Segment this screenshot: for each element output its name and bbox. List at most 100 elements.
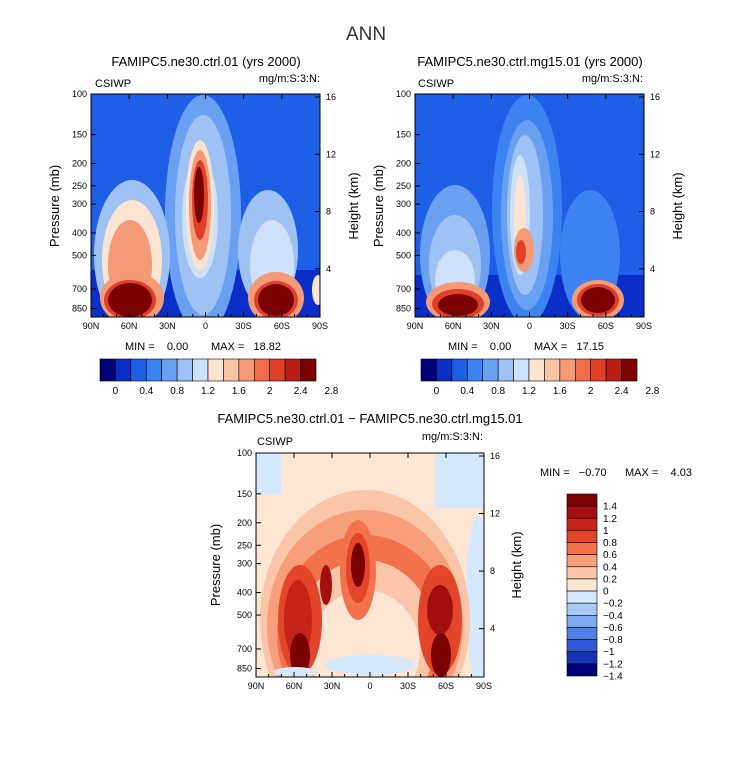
panel-1-min: MIN = 0.00: [125, 341, 188, 353]
panel-1-title: FAMIPC5.ne30.ctrl.01 (yrs 2000): [111, 54, 300, 69]
panel-2-colorbar-swatch: [590, 358, 607, 382]
panel-2-colorbar-swatch: [544, 358, 561, 382]
panel-2-title: FAMIPC5.ne30.ctrl.mg15.01 (yrs 2000): [417, 54, 642, 69]
panel-3-colorbar-swatch: [566, 663, 598, 677]
panel-1-colorbar-label: 2: [267, 386, 273, 397]
panel-2-ytick-label: 850: [396, 304, 411, 314]
panel-3-lower-blue-2: [273, 667, 317, 677]
panel-3-left-label: CSIWP: [257, 436, 293, 448]
panel-3-colorbar-label: −0.8: [603, 635, 623, 646]
panel-2-colorbar-swatch: [559, 358, 576, 382]
panel-1-right-label: mg/m:S:3:N:: [259, 73, 320, 85]
panel-1-colorbar-swatch: [253, 358, 271, 382]
panel-3-colorbar-swatch: [566, 590, 598, 604]
panel-1-colorbar-swatch: [207, 358, 224, 382]
panel-3-ytick-label: 700: [237, 644, 252, 654]
panel-3-arch-5: [310, 590, 420, 677]
panel-2-colorbar-label: 2.4: [615, 386, 629, 397]
panel-2-ytick-label: 300: [396, 199, 411, 209]
panel-2-y2tick-label: 12: [650, 149, 660, 159]
panel-3-colorbar-label: 0: [603, 587, 609, 598]
panel-1-y2tick-label: 4: [326, 264, 331, 274]
panel-2-colorbar-swatch: [513, 358, 530, 382]
panel-3-colorbar-swatch: [566, 602, 598, 616]
panel-3-ytick-label: 200: [237, 518, 252, 528]
panel-3-sh-side-blue: [466, 515, 484, 677]
panel-3-colorbar-label: 0.2: [603, 574, 617, 585]
panel-2-xtick-label: 90S: [636, 321, 652, 331]
panel-1-colorbar-swatch: [99, 358, 116, 382]
panel-2-y2tick-label: 8: [650, 207, 655, 217]
panel-3-y2tick-label: 4: [490, 624, 495, 634]
panel-2-ytick-label: 150: [396, 130, 411, 140]
panel-3-colorbar-swatch: [566, 530, 598, 543]
panel-1-ytick-label: 300: [72, 199, 87, 209]
panel-3-title: FAMIPC5.ne30.ctrl.01 − FAMIPC5.ne30.ctrl…: [217, 411, 522, 426]
panel-2-xtick-label: 0: [527, 321, 532, 331]
panel-3-right-label: mg/m:S:3:N:: [422, 431, 483, 443]
panel-3-lower-blue-1: [325, 655, 415, 675]
panel-1-south-pole-rim: [312, 275, 320, 305]
panel-2-y2tick-label: 16: [650, 92, 660, 102]
panel-3-xtick-label: 0: [367, 681, 372, 691]
panel-2-max: MAX = 17.15: [534, 341, 604, 353]
panel-3-center-3: [351, 543, 365, 587]
panel-2-xtick-label: 30S: [560, 321, 576, 331]
panel-1-nh-blob-3: [108, 283, 152, 317]
panel-3-colorbar-label: 0.8: [603, 538, 617, 549]
panel-3-ytick-label: 250: [237, 540, 252, 550]
panel-2-ylabel: Pressure (mb): [371, 165, 386, 247]
panel-1-colorbar-swatch: [300, 358, 317, 382]
panel-2-colorbar-label: 0: [434, 386, 440, 397]
panel-2-lower-core-2: [516, 240, 526, 264]
panel-2-y2label: Height (km): [670, 172, 685, 239]
panel-1-colorbar-label: 1.6: [232, 386, 246, 397]
panel-1-y2label: Height (km): [346, 172, 361, 239]
panel-1-y2tick-label: 12: [326, 149, 336, 159]
panel-3-xtick-label: 60N: [286, 681, 303, 691]
panel-2-ytick-label: 700: [396, 284, 411, 294]
panel-1-ytick-label: 500: [72, 250, 87, 260]
panel-3-colorbar-swatch: [566, 566, 598, 580]
panel-3-field: [256, 453, 484, 677]
panel-2-sh-blob-3: [581, 287, 615, 313]
panel-3-ytick-label: 300: [237, 559, 252, 569]
panel-1-colorbar-label: 2.8: [324, 386, 338, 397]
panel-1-colorbar-swatch: [176, 358, 193, 382]
panel-3-sh-top-blue: [435, 453, 484, 508]
panel-2-ytick-label: 500: [396, 250, 411, 260]
panel-2-colorbar-swatch: [574, 358, 592, 382]
panel-3-y2tick-label: 16: [490, 451, 500, 461]
panel-1-xtick-label: 30N: [159, 321, 176, 331]
panel-2-ytick-label: 400: [396, 228, 411, 238]
panel-3-colorbar-label: 0.6: [603, 550, 617, 561]
panel-3-colorbar-label: 0.4: [603, 562, 617, 573]
panel-1-ytick-label: 850: [72, 304, 87, 314]
panel-3-colorbar-swatch: [566, 554, 598, 568]
panel-1-colorbar-label: 0.4: [139, 386, 153, 397]
panel-3-nh-3: [290, 633, 310, 677]
panel-2-nh-blob-3: [438, 294, 478, 316]
panel-1-colorbar: 0 0.4 0.8 1.2 1.6 2 2.4 2.8: [99, 358, 339, 397]
panel-3-ylabel: Pressure (mb): [208, 524, 223, 606]
panel-2-colorbar-label: 0.8: [491, 386, 505, 397]
panel-3-colorbar: 1.41.210.80.60.40.20−0.2−0.4−0.6−0.8−1−1…: [566, 493, 623, 683]
panel-2-colorbar-swatch: [621, 358, 638, 382]
panel-3-y2tick-label: 8: [490, 566, 495, 576]
panel-1-colorbar-swatch: [145, 358, 163, 382]
panel-2-y2tick-label: 4: [650, 264, 655, 274]
panel-3-ytick-label: 850: [237, 663, 252, 673]
panel-3-xtick-label: 90N: [248, 681, 265, 691]
panel-1-colorbar-swatch: [192, 358, 209, 382]
panel-3-max: MAX = 4.03: [625, 467, 692, 479]
panel-2-xtick-label: 60S: [598, 321, 614, 331]
panel-2-colorbar-swatch: [420, 358, 437, 382]
panel-3-colorbar-label: 1.2: [603, 514, 617, 525]
panel-1-xtick-label: 60N: [121, 321, 138, 331]
panel-3-colorbar-swatch: [566, 639, 598, 653]
panel-1-xtick-label: 90S: [312, 321, 328, 331]
panel-3-colorbar-label: −1: [603, 647, 615, 658]
panel-3-nh-top-blue: [256, 453, 282, 495]
panel-3-colorbar-label: −1.2: [603, 659, 623, 670]
panel-2: FAMIPC5.ne30.ctrl.mg15.01 (yrs 2000) CSI…: [371, 54, 685, 397]
